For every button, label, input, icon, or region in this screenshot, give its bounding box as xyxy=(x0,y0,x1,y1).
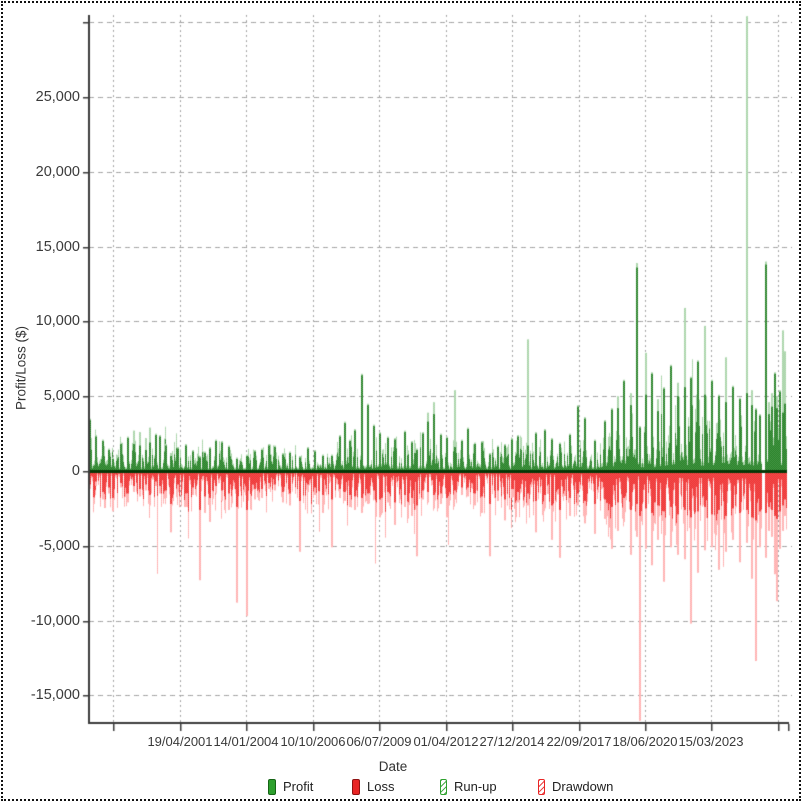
x-tick-label: 22/09/2017 xyxy=(546,734,612,749)
legend-item-loss: Loss xyxy=(352,778,394,795)
y-tick-label: 0 xyxy=(71,463,80,479)
legend-label: Run-up xyxy=(454,779,497,794)
drawdown-swatch-icon xyxy=(538,778,545,795)
x-tick-label: 01/04/2012 xyxy=(413,734,479,749)
y-tick-label: 25,000 xyxy=(35,89,80,105)
x-tick-label: 06/07/2009 xyxy=(346,734,412,749)
y-axis-title: Profit/Loss ($) xyxy=(13,325,29,411)
legend-item-drawdown: Drawdown xyxy=(538,778,613,795)
x-tick-label: 19/04/2001 xyxy=(147,734,213,749)
x-tick-label: 14/01/2004 xyxy=(213,734,279,749)
profit-swatch-icon xyxy=(268,778,276,795)
y-tick-label: -10,000 xyxy=(30,612,80,629)
x-tick-label: 18/06/2020 xyxy=(612,734,678,749)
y-tick-label: -5,000 xyxy=(38,537,80,554)
legend-label: Profit xyxy=(283,779,314,794)
y-tick-label: 10,000 xyxy=(35,313,80,330)
legend-label: Loss xyxy=(367,779,395,794)
y-tick-label: 15,000 xyxy=(35,238,80,255)
y-tick-label: -15,000 xyxy=(30,687,80,704)
x-tick-label: 27/12/2014 xyxy=(479,734,545,749)
legend-item-runup: Run-up xyxy=(440,778,497,795)
x-axis-title: Date xyxy=(378,759,408,774)
legend-item-profit: Profit xyxy=(268,778,313,795)
y-tick-label: 5,000 xyxy=(43,388,80,405)
runup-swatch-icon xyxy=(440,778,447,795)
y-tick-label: 20,000 xyxy=(35,163,80,180)
loss-swatch-icon xyxy=(352,778,360,795)
legend-label: Drawdown xyxy=(552,779,614,794)
x-tick-label: 15/03/2023 xyxy=(678,734,744,749)
x-tick-label: 10/10/2006 xyxy=(280,734,346,749)
